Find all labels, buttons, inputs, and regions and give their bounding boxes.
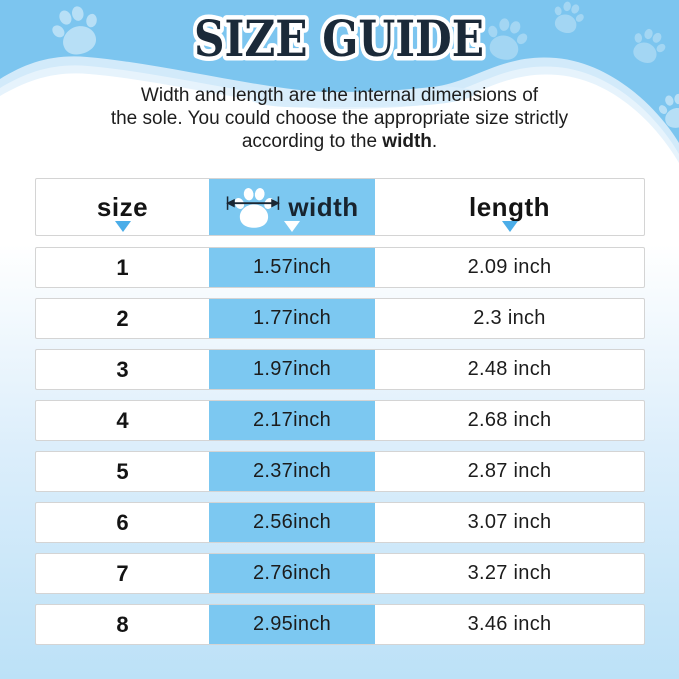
width-cell: 2.76inch: [209, 554, 375, 593]
length-value: 3.46 inch: [467, 613, 552, 635]
length-cell: 2.48 inch: [375, 350, 644, 389]
size-value: 6: [116, 509, 129, 535]
width-cell: 2.17inch: [209, 401, 375, 440]
size-cell: 4: [36, 401, 209, 440]
header-cell-size: size: [36, 179, 209, 235]
width-column-header: width: [288, 191, 359, 222]
size-value: 8: [116, 611, 129, 637]
size-cell: 1: [36, 248, 209, 287]
length-value: 2.68 inch: [467, 409, 552, 431]
size-cell: 2: [36, 299, 209, 338]
banner-wave-background: [0, 0, 679, 163]
width-cell: 2.95inch: [209, 605, 375, 644]
width-value: 2.37inch: [252, 460, 331, 482]
intro-line-3-suffix: .: [431, 131, 438, 152]
table-header-row: size width length: [35, 178, 645, 236]
length-cell: 2.68 inch: [375, 401, 644, 440]
size-value: 7: [116, 560, 129, 586]
length-cell: 3.46 inch: [375, 605, 644, 644]
length-value: 2.87 inch: [467, 460, 552, 482]
length-cell: 2.09 inch: [375, 248, 644, 287]
table-row: 4 2.17inch 2.68 inch: [35, 400, 645, 441]
size-value: 5: [116, 458, 129, 484]
length-column-header: length: [469, 191, 550, 222]
size-value: 3: [116, 356, 129, 382]
intro-line-1: Width and length are the internal dimens…: [140, 85, 539, 106]
title-banner: SIZE GUIDE: [190, 5, 489, 73]
table-row: 2 1.77inch 2.3 inch: [35, 298, 645, 339]
length-value: 2.09 inch: [467, 256, 552, 278]
length-value: 2.48 inch: [467, 358, 552, 380]
width-value: 2.56inch: [252, 511, 331, 533]
table-row: 7 2.76inch 3.27 inch: [35, 553, 645, 594]
width-value: 1.77inch: [252, 307, 331, 329]
table-row: 5 2.37inch 2.87 inch: [35, 451, 645, 492]
width-cell: 1.97inch: [209, 350, 375, 389]
length-value: 2.3 inch: [473, 307, 546, 329]
down-triangle-icon: [501, 221, 518, 232]
table-row: 1 1.57inch 2.09 inch: [35, 247, 645, 288]
size-cell: 6: [36, 503, 209, 542]
banner-blue-wave: [0, 0, 679, 143]
width-value: 2.17inch: [252, 409, 331, 431]
table-row: 8 2.95inch 3.46 inch: [35, 604, 645, 645]
intro-line-2: the sole. You could choose the appropria…: [110, 108, 569, 129]
length-cell: 3.07 inch: [375, 503, 644, 542]
width-cell: 1.77inch: [209, 299, 375, 338]
length-cell: 2.87 inch: [375, 452, 644, 491]
header-cell-length: length: [375, 179, 644, 235]
intro-text: Width and length are the internal dimens…: [0, 84, 679, 153]
size-cell: 7: [36, 554, 209, 593]
size-value: 4: [116, 407, 129, 433]
table-row: 6 2.56inch 3.07 inch: [35, 502, 645, 543]
down-triangle-icon: [284, 221, 300, 232]
length-cell: 2.3 inch: [375, 299, 644, 338]
length-cell: 3.27 inch: [375, 554, 644, 593]
intro-line-3: according to the width.: [0, 130, 679, 153]
length-value: 3.27 inch: [467, 562, 552, 584]
size-cell: 8: [36, 605, 209, 644]
size-cell: 5: [36, 452, 209, 491]
down-triangle-icon: [114, 221, 131, 232]
paw-width-arrow-icon: [226, 187, 281, 228]
size-column-header: size: [96, 191, 149, 222]
width-value: 2.95inch: [252, 613, 331, 635]
size-value: 2: [116, 305, 129, 331]
size-table: size width length 1 1.57inch 2.09 inch 2: [35, 178, 645, 655]
size-value: 1: [116, 254, 129, 280]
width-cell: 2.37inch: [209, 452, 375, 491]
page-title: SIZE GUIDE: [194, 9, 484, 68]
width-cell: 1.57inch: [209, 248, 375, 287]
width-cell: 2.56inch: [209, 503, 375, 542]
header-cell-width: width: [209, 179, 375, 235]
intro-line-3-bold-width: width: [382, 131, 432, 152]
width-value: 1.57inch: [252, 256, 331, 278]
length-value: 3.07 inch: [467, 511, 552, 533]
width-value: 2.76inch: [252, 562, 331, 584]
table-row: 3 1.97inch 2.48 inch: [35, 349, 645, 390]
width-value: 1.97inch: [252, 358, 331, 380]
size-cell: 3: [36, 350, 209, 389]
intro-line-3-prefix: according to the: [241, 131, 383, 152]
